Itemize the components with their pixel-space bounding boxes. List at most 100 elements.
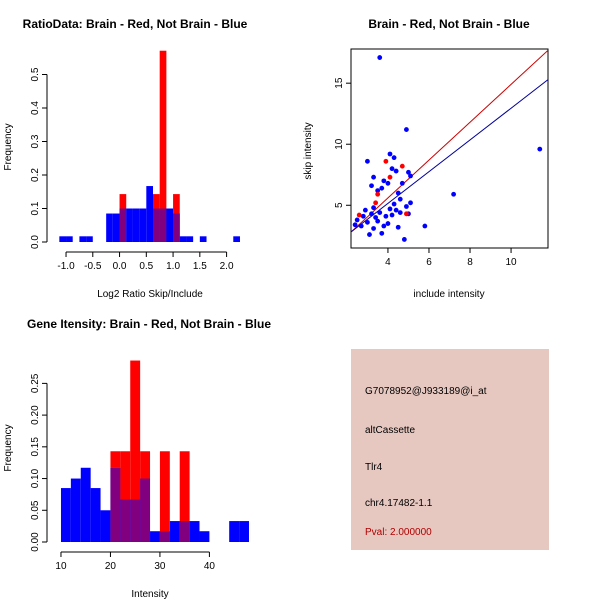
x-tick-label: 40: [204, 561, 216, 572]
brain-bar: [119, 194, 127, 209]
not-brain-point: [377, 210, 383, 215]
intensity-histogram: Gene Itensity: Brain - Red, Not Brain - …: [3, 317, 271, 600]
x-tick-label: 20: [105, 561, 117, 572]
not-brain-point: [360, 213, 366, 219]
x-tick-label: 8: [467, 257, 473, 268]
not-brain-bar: [106, 213, 113, 242]
y-tick-label: 0.3: [30, 134, 41, 148]
pval-text: Pval: 2.000000: [365, 527, 432, 538]
ratio-histogram: RatioData: Brain - Red, Not Brain - Blue…: [3, 17, 248, 300]
scatter-ylabel: skip intensity: [303, 122, 314, 179]
not-brain-bar: [90, 488, 101, 542]
not-brain-bar: [132, 208, 140, 242]
not-brain-fit-line: [351, 79, 548, 233]
not-brain-point: [385, 221, 391, 226]
x-tick-label: 4: [385, 257, 391, 268]
not-brain-bar: [100, 510, 111, 542]
y-tick-label: 15: [334, 77, 345, 89]
not-brain-point: [395, 190, 401, 196]
not-brain-bar: [70, 478, 81, 542]
y-tick-label: 0.15: [30, 437, 41, 457]
gene-name: Tlr4: [365, 462, 383, 473]
overlap-bar: [110, 467, 121, 542]
overlap-bar: [130, 499, 141, 542]
not-brain-bar: [79, 236, 87, 242]
not-brain-point: [367, 232, 372, 237]
not-brain-point: [377, 55, 383, 60]
intensity-histogram-ylabel: Frequency: [3, 424, 14, 471]
brain-point: [373, 200, 379, 206]
x-tick-label: 6: [426, 257, 432, 268]
intensity-histogram-xlabel: Intensity: [131, 589, 168, 600]
not-brain-point: [537, 146, 543, 152]
not-brain-bar: [189, 521, 200, 542]
not-brain-point: [379, 185, 385, 191]
brain-bar: [110, 451, 121, 468]
y-tick-label: 0.05: [30, 500, 41, 520]
not-brain-point: [383, 213, 389, 219]
brain-point: [356, 212, 362, 218]
y-tick-label: 0.2: [30, 168, 41, 182]
not-brain-bar: [59, 236, 67, 242]
not-brain-point: [369, 211, 374, 217]
y-tick-label: 0.00: [30, 532, 41, 552]
overlap-bar: [140, 478, 151, 542]
scatter-xlabel: include intensity: [413, 289, 484, 300]
brain-bar: [173, 194, 180, 214]
not-brain-bar: [60, 488, 71, 542]
scatter-title: Brain - Red, Not Brain - Blue: [368, 17, 530, 31]
ratio-histogram-ylabel: Frequency: [3, 123, 14, 170]
brain-point: [387, 174, 393, 180]
not-brain-bar: [199, 236, 207, 242]
y-tick-label: 0.25: [30, 373, 41, 393]
overlap-bar: [159, 531, 170, 542]
overlap-bar: [153, 208, 160, 242]
scatter-plot-area: [351, 49, 548, 242]
x-tick-label: 1.5: [193, 261, 207, 272]
brain-point: [383, 158, 389, 164]
y-tick-label: 0.5: [30, 67, 41, 81]
not-brain-point: [401, 237, 407, 242]
x-tick-label: 30: [154, 561, 166, 572]
not-brain-bar: [229, 521, 240, 542]
y-tick-label: 0.10: [30, 468, 41, 488]
brain-bar: [140, 451, 151, 479]
not-brain-point: [371, 205, 376, 211]
x-tick-label: 2.0: [220, 261, 234, 272]
y-tick-label: 5: [334, 202, 345, 208]
not-brain-point: [451, 191, 457, 197]
not-brain-bar: [112, 213, 120, 242]
not-brain-point: [375, 188, 381, 194]
not-brain-point: [387, 206, 393, 212]
not-brain-point: [408, 200, 413, 206]
x-tick-label: -1.0: [57, 261, 75, 272]
brain-bar: [153, 194, 160, 209]
not-brain-bar: [150, 531, 160, 542]
not-brain-point: [381, 178, 387, 184]
brain-bar: [130, 360, 141, 500]
x-tick-label: 10: [55, 561, 67, 572]
y-tick-label: 0.4: [30, 101, 41, 115]
not-brain-point: [397, 210, 403, 215]
intensity-scatter: Brain - Red, Not Brain - Blue include in…: [303, 17, 549, 300]
y-tick-label: 0.0: [30, 235, 41, 249]
not-brain-point: [362, 207, 368, 213]
not-brain-point: [397, 196, 403, 202]
not-brain-bar: [66, 236, 73, 242]
not-brain-point: [352, 222, 358, 228]
not-brain-point: [399, 180, 405, 186]
not-brain-point: [393, 168, 399, 174]
brain-bar: [179, 451, 190, 522]
y-tick-label: 0.1: [30, 201, 41, 215]
not-brain-point: [389, 166, 395, 172]
x-tick-label: 1.0: [166, 261, 180, 272]
not-brain-bar: [199, 531, 210, 542]
not-brain-point: [404, 204, 409, 209]
not-brain-point: [387, 151, 393, 157]
not-brain-point: [391, 155, 397, 161]
probe-info-panel: G7078952@J933189@i_at altCassette Tlr4 c…: [351, 349, 549, 550]
not-brain-bar: [169, 521, 180, 542]
overlap-bar: [179, 521, 190, 542]
intensity-histogram-title: Gene Itensity: Brain - Red, Not Brain - …: [27, 317, 271, 331]
